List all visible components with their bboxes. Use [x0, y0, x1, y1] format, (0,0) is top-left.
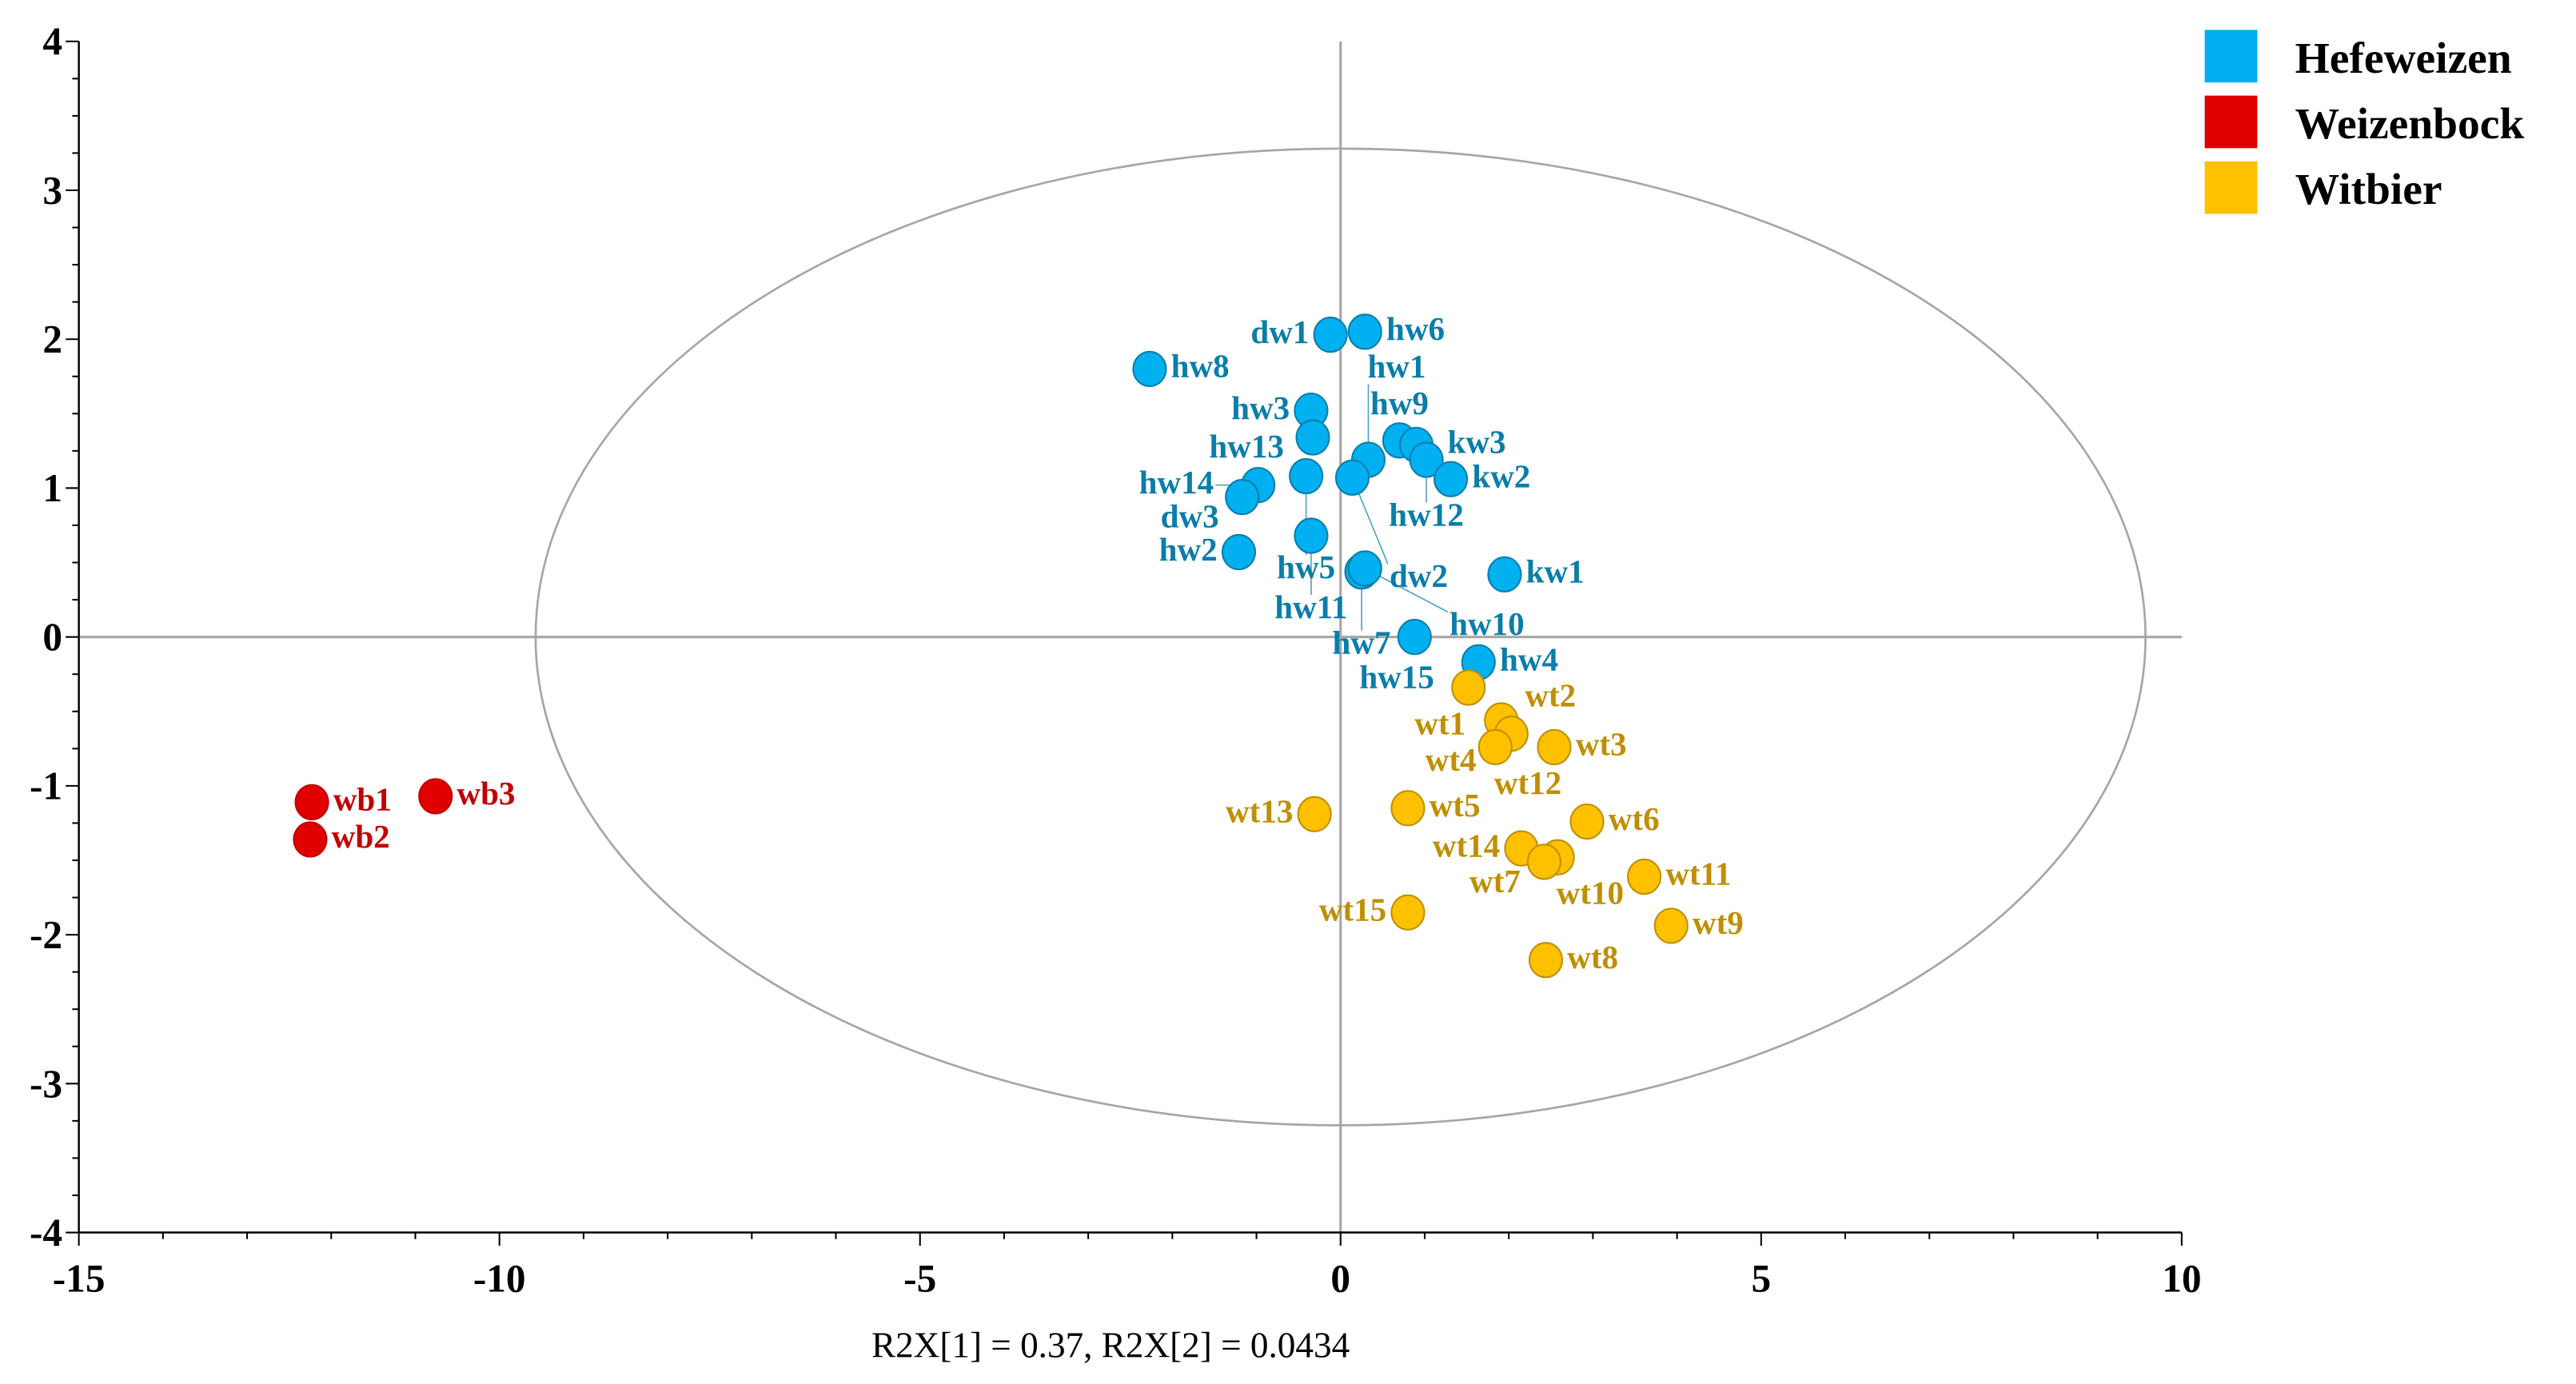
y-tick-label: 3 [42, 168, 62, 212]
point-label-hw13: hw13 [1209, 428, 1284, 465]
point-label-wt11: wt11 [1665, 856, 1731, 892]
point-label-wt12: wt12 [1494, 764, 1561, 801]
data-point-dw1 [1313, 317, 1348, 353]
data-point-hw6 [1347, 313, 1382, 350]
point-label-kw2: kw2 [1472, 458, 1530, 495]
data-point-wt15 [1390, 894, 1426, 931]
point-label-hw12: hw12 [1389, 496, 1464, 532]
point-label-hw7: hw7 [1333, 624, 1391, 660]
point-label-wb3: wb3 [457, 775, 515, 812]
point-label-hw6: hw6 [1386, 310, 1445, 347]
y-tick-label: 2 [42, 317, 62, 361]
data-point-wt3 [1537, 728, 1572, 766]
y-tick-label: 0 [42, 615, 62, 659]
data-point-hw11 [1294, 517, 1329, 554]
data-point-hw12 [1409, 441, 1444, 478]
point-label-wt5: wt5 [1430, 787, 1481, 824]
x-tick-label: -15 [53, 1257, 106, 1301]
point-label-hw11: hw11 [1274, 588, 1347, 625]
point-label-hw4: hw4 [1500, 641, 1558, 678]
data-point-dw3 [1225, 479, 1260, 516]
x-tick-label: 5 [1751, 1257, 1771, 1301]
data-point-wt11 [1626, 858, 1662, 895]
point-label-wt2: wt2 [1525, 676, 1576, 713]
x-tick-label: -5 [903, 1257, 936, 1301]
y-tick-label: 1 [42, 466, 62, 510]
x-tick-label: 0 [1330, 1257, 1350, 1301]
data-point-wb3 [418, 778, 453, 815]
point-label-hw15: hw15 [1359, 659, 1434, 696]
point-label-hw5: hw5 [1277, 548, 1335, 585]
point-label-kw3: kw3 [1447, 424, 1505, 461]
data-point-wt13 [1297, 796, 1332, 832]
data-point-wb2 [293, 821, 328, 858]
legend-swatch-weizenbock [2204, 95, 2258, 149]
point-label-kw1: kw1 [1526, 553, 1585, 590]
point-label-wt1: wt1 [1414, 704, 1465, 741]
data-point-hw8 [1132, 350, 1167, 388]
point-label-hw8: hw8 [1171, 348, 1230, 385]
point-label-hw14: hw14 [1139, 464, 1214, 501]
point-label-hw2: hw2 [1159, 531, 1218, 568]
data-point-wt7 [1526, 844, 1561, 880]
y-tick-label: -1 [30, 764, 62, 808]
point-label-hw9: hw9 [1370, 385, 1429, 421]
point-label-wt14: wt14 [1433, 827, 1500, 864]
point-label-wt7: wt7 [1469, 863, 1521, 899]
data-point-hw10 [1347, 550, 1382, 587]
y-tick-label: -3 [30, 1062, 62, 1106]
data-point-wt12 [1477, 728, 1513, 766]
data-point-hw13 [1295, 419, 1330, 456]
y-tick-label: -4 [30, 1211, 62, 1254]
y-tick-label: 4 [42, 19, 62, 63]
data-point-wt8 [1528, 942, 1564, 979]
r2x-annotation: R2X[1] = 0.37, R2X[2] = 0.0434 [871, 1326, 1350, 1366]
point-label-wt6: wt6 [1609, 800, 1660, 837]
legend-label-weizenbock: Weizenbock [2295, 100, 2525, 149]
point-label-wb1: wb1 [333, 781, 392, 818]
data-point-dw2 [1334, 459, 1370, 497]
data-point-kw1 [1487, 556, 1522, 593]
legend-label-hefeweizen: Hefeweizen [2295, 34, 2512, 83]
x-tick-label: 10 [2162, 1257, 2201, 1301]
data-point-kw2 [1434, 461, 1469, 497]
point-label-wt15: wt15 [1319, 891, 1386, 927]
y-tick-label: -2 [30, 913, 62, 957]
point-label-wt3: wt3 [1576, 726, 1627, 763]
x-tick-label: -10 [473, 1257, 526, 1301]
data-point-hw5 [1289, 457, 1324, 495]
point-label-hw3: hw3 [1231, 389, 1290, 426]
legend-label-witbier: Witbier [2295, 166, 2442, 214]
point-label-wt9: wt9 [1693, 904, 1744, 941]
data-point-wt6 [1569, 803, 1605, 840]
point-label-hw1: hw1 [1367, 348, 1426, 385]
point-label-wt10: wt10 [1557, 875, 1624, 911]
data-point-wt9 [1653, 907, 1689, 944]
legend-swatch-witbier [2204, 161, 2258, 214]
point-label-wt8: wt8 [1567, 939, 1618, 975]
data-point-wb1 [294, 784, 329, 820]
data-point-hw2 [1221, 533, 1257, 571]
point-label-wb2: wb2 [332, 818, 390, 855]
point-label-dw3: dw3 [1161, 498, 1219, 535]
data-point-wt1 [1451, 669, 1486, 706]
legend-swatch-hefeweizen [2204, 30, 2258, 83]
point-label-wt13: wt13 [1226, 793, 1293, 830]
point-label-dw2: dw2 [1390, 557, 1448, 594]
point-label-wt4: wt4 [1426, 741, 1477, 778]
point-label-dw1: dw1 [1250, 313, 1309, 350]
data-point-wt5 [1390, 790, 1426, 827]
point-label-hw10: hw10 [1449, 605, 1525, 642]
data-point-hw15 [1397, 619, 1432, 656]
